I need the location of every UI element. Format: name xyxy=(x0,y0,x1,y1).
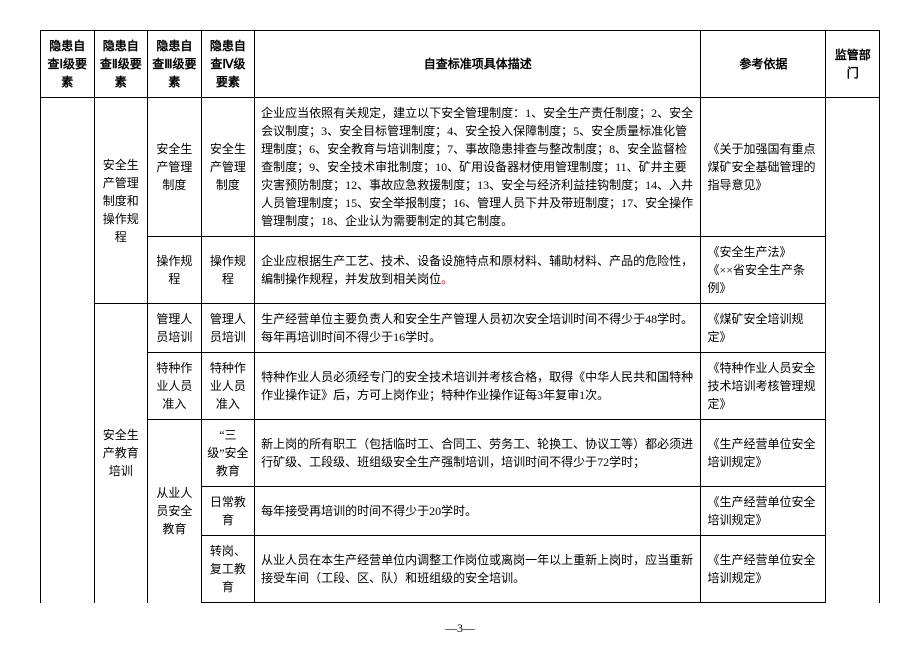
cell-l2: 安全生产教育培训 xyxy=(94,304,148,603)
cell-ref: 《生产经营单位安全培训规定》 xyxy=(701,536,826,603)
cell-ref: 《特种作业人员安全技术培训考核管理规定》 xyxy=(701,353,826,420)
table-row: 从业人员安全教育 “三级”安全教育 新上岗的所有职工（包括临时工、合同工、劳务工… xyxy=(41,420,880,487)
cell-desc: 新上岗的所有职工（包括临时工、合同工、劳务工、轮换工、协议工等）都必须进行矿级、… xyxy=(255,420,701,487)
header-l4: 隐患自查Ⅳ级要素 xyxy=(201,31,255,98)
table-row: 特种作业人员准入 特种作业人员准入 特种作业人员必须经专门的安全技术培训并考核合… xyxy=(41,353,880,420)
table-row: 安全生产管理制度和操作规程 安全生产管理制度 安全生产管理制度 企业应当依照有关… xyxy=(41,98,880,237)
cell-l1 xyxy=(41,98,95,603)
cell-l2: 安全生产管理制度和操作规程 xyxy=(94,98,148,304)
cell-l4: 操作规程 xyxy=(201,237,255,304)
cell-l4: 安全生产管理制度 xyxy=(201,98,255,237)
header-l1: 隐患自查Ⅰ级要素 xyxy=(41,31,95,98)
cell-desc: 从业人员在本生产经营单位内调整工作岗位或离岗一年以上重新上岗时，应当重新接受车间… xyxy=(255,536,701,603)
cell-l3: 安全生产管理制度 xyxy=(148,98,202,237)
cell-l3: 特种作业人员准入 xyxy=(148,353,202,420)
header-l3: 隐患自查Ⅲ级要素 xyxy=(148,31,202,98)
inspection-table: 隐患自查Ⅰ级要素 隐患自查Ⅱ级要素 隐患自查Ⅲ级要素 隐患自查Ⅳ级要素 自查标准… xyxy=(40,30,880,603)
cell-desc: 企业应根据生产工艺、技术、设备设施特点和原材料、辅助材料、产品的危险性，编制操作… xyxy=(255,237,701,304)
header-dept: 监管部门 xyxy=(826,31,880,98)
header-l2: 隐患自查Ⅱ级要素 xyxy=(94,31,148,98)
cell-ref: 《安全生产法》 《××省安全生产条例》 xyxy=(701,237,826,304)
cell-desc: 生产经营单位主要负责人和安全生产管理人员初次安全培训时间不得少于48学时。每年再… xyxy=(255,304,701,353)
table-row: 安全生产教育培训 管理人员培训 管理人员培训 生产经营单位主要负责人和安全生产管… xyxy=(41,304,880,353)
cell-ref: 《煤矿安全培训规定》 xyxy=(701,304,826,353)
page-number: —3— xyxy=(40,621,880,636)
cell-l3: 操作规程 xyxy=(148,237,202,304)
table-row: 操作规程 操作规程 企业应根据生产工艺、技术、设备设施特点和原材料、辅助材料、产… xyxy=(41,237,880,304)
header-desc: 自查标准项具体描述 xyxy=(255,31,701,98)
cell-l4: 特种作业人员准入 xyxy=(201,353,255,420)
cell-desc: 企业应当依照有关规定，建立以下安全管理制度：1、安全生产责任制度；2、安全会议制… xyxy=(255,98,701,237)
cell-l4: “三级”安全教育 xyxy=(201,420,255,487)
cell-l4: 转岗、复工教育 xyxy=(201,536,255,603)
cell-l4: 管理人员培训 xyxy=(201,304,255,353)
cell-l3: 管理人员培训 xyxy=(148,304,202,353)
header-row: 隐患自查Ⅰ级要素 隐患自查Ⅱ级要素 隐患自查Ⅲ级要素 隐患自查Ⅳ级要素 自查标准… xyxy=(41,31,880,98)
cell-desc: 特种作业人员必须经专门的安全技术培训并考核合格，取得《中华人民共和国特种作业操作… xyxy=(255,353,701,420)
cell-ref: 《关于加强国有重点煤矿安全基础管理的指导意见》 xyxy=(701,98,826,237)
cell-l4: 日常教育 xyxy=(201,487,255,536)
cell-ref: 《生产经营单位安全培训规定》 xyxy=(701,420,826,487)
cell-dept xyxy=(826,98,880,603)
cell-desc: 每年接受再培训的时间不得少于20学时。 xyxy=(255,487,701,536)
cell-l3: 从业人员安全教育 xyxy=(148,420,202,603)
header-ref: 参考依据 xyxy=(701,31,826,98)
cell-ref: 《生产经营单位安全培训规定》 xyxy=(701,487,826,536)
